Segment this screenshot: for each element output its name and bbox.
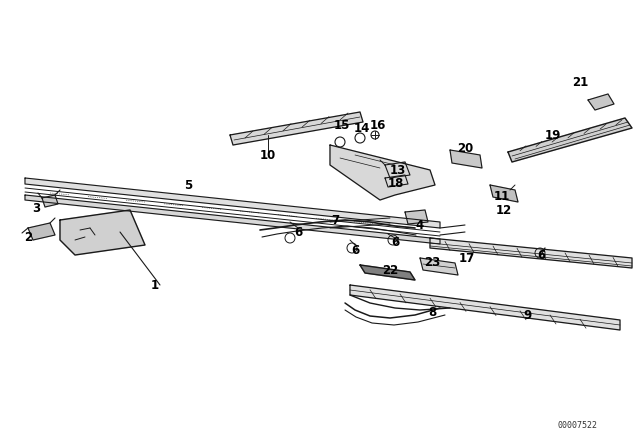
Text: 2: 2 bbox=[24, 231, 32, 244]
Polygon shape bbox=[385, 175, 408, 187]
Text: 6: 6 bbox=[294, 225, 302, 238]
Text: 18: 18 bbox=[388, 177, 404, 190]
Polygon shape bbox=[330, 145, 435, 200]
Text: 6: 6 bbox=[351, 244, 359, 257]
Text: 3: 3 bbox=[32, 202, 40, 215]
Text: 6: 6 bbox=[391, 236, 399, 249]
Text: 00007522: 00007522 bbox=[558, 421, 598, 430]
Polygon shape bbox=[420, 258, 458, 275]
Polygon shape bbox=[350, 285, 620, 330]
Polygon shape bbox=[360, 265, 415, 280]
Text: 7: 7 bbox=[331, 214, 339, 227]
Polygon shape bbox=[430, 238, 632, 268]
Polygon shape bbox=[230, 112, 363, 145]
Polygon shape bbox=[60, 210, 145, 255]
Text: 14: 14 bbox=[354, 121, 370, 134]
Text: 22: 22 bbox=[382, 263, 398, 276]
Text: 19: 19 bbox=[545, 129, 561, 142]
Polygon shape bbox=[508, 118, 632, 162]
Text: 4: 4 bbox=[416, 219, 424, 232]
Polygon shape bbox=[25, 178, 440, 228]
Polygon shape bbox=[405, 210, 428, 224]
Text: 10: 10 bbox=[260, 148, 276, 161]
Text: 8: 8 bbox=[428, 306, 436, 319]
Text: 11: 11 bbox=[494, 190, 510, 202]
Polygon shape bbox=[588, 94, 614, 110]
Polygon shape bbox=[385, 162, 410, 178]
Polygon shape bbox=[28, 223, 55, 240]
Text: 20: 20 bbox=[457, 142, 473, 155]
Polygon shape bbox=[42, 195, 58, 207]
Text: 13: 13 bbox=[390, 164, 406, 177]
Text: 6: 6 bbox=[537, 249, 545, 262]
Text: 1: 1 bbox=[151, 279, 159, 292]
Polygon shape bbox=[25, 195, 440, 244]
Text: 23: 23 bbox=[424, 255, 440, 268]
Polygon shape bbox=[490, 185, 518, 202]
Text: 16: 16 bbox=[370, 119, 386, 132]
Text: 17: 17 bbox=[459, 251, 475, 264]
Polygon shape bbox=[450, 150, 482, 168]
Text: 12: 12 bbox=[496, 203, 512, 216]
Text: 9: 9 bbox=[523, 309, 531, 322]
Text: 21: 21 bbox=[572, 76, 588, 89]
Text: 15: 15 bbox=[334, 119, 350, 132]
Text: 5: 5 bbox=[184, 178, 192, 191]
